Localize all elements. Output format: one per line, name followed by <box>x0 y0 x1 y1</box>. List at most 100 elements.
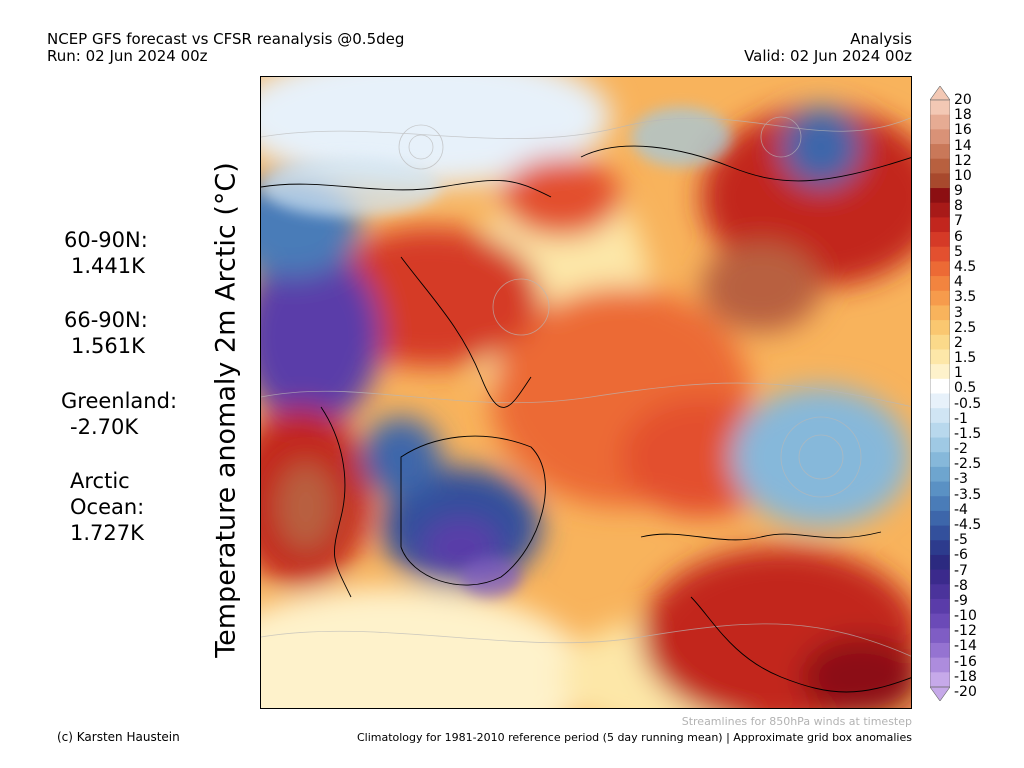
colorbar-swatch <box>930 422 950 438</box>
colorbar-swatch <box>930 452 950 468</box>
stat-60-90n-label: 60-90N: <box>64 228 148 252</box>
colorbar-tick-label: -5 <box>954 532 968 549</box>
colorbar-swatch <box>930 290 950 306</box>
colorbar-tick-label: 12 <box>954 152 972 169</box>
colorbar-swatch <box>930 188 950 204</box>
colorbar-tick-label: 7 <box>954 213 963 230</box>
colorbar-swatch <box>930 466 950 482</box>
colorbar-swatch <box>930 569 950 585</box>
colorbar-tick-label: 3 <box>954 304 963 321</box>
colorbar-swatch <box>930 613 950 629</box>
colorbar-bottom-arrow <box>930 686 950 701</box>
colorbar-swatch <box>930 378 950 394</box>
colorbar-tick-label: 0.5 <box>954 380 977 397</box>
colorbar-tick-label: 4.5 <box>954 258 977 275</box>
chart-title: NCEP GFS forecast vs CFSR reanalysis @0.… <box>47 30 405 48</box>
colorbar-swatch <box>930 598 950 615</box>
analysis-label: Analysis <box>850 30 912 48</box>
colorbar-swatch <box>930 217 950 233</box>
colorbar-tick-label: -12 <box>954 623 977 640</box>
colorbar-tick-label: -4.5 <box>954 517 982 534</box>
stat-arctic-ocean-label-1: Arctic <box>70 469 130 493</box>
credit: (c) Karsten Haustein <box>57 730 180 744</box>
colorbar-swatch <box>930 364 950 380</box>
colorbar-tick-label: 8 <box>954 198 963 215</box>
anomaly-map-svg <box>261 77 911 708</box>
colorbar-swatch <box>930 202 950 218</box>
colorbar-tick-label: 9 <box>954 183 963 200</box>
run-time: Run: 02 Jun 2024 00z <box>47 47 208 65</box>
colorbar-tick-label: -4 <box>954 501 968 518</box>
colorbar-tick-label: -2.5 <box>954 456 982 473</box>
colorbar-swatch <box>930 481 950 497</box>
colorbar-tick-label: 18 <box>954 107 972 124</box>
stat-arctic-ocean-label-2: Ocean: <box>70 495 145 519</box>
stat-60-90n-value: 1.441K <box>71 254 145 278</box>
colorbar-swatch <box>930 100 950 116</box>
colorbar-tick-label: -16 <box>954 653 977 670</box>
colorbar-tick-label: -20 <box>954 684 977 700</box>
colorbar-tick-label: 3.5 <box>954 289 977 306</box>
colorbar-swatch <box>930 129 950 145</box>
climatology-note: Climatology for 1981-2010 reference peri… <box>356 731 912 744</box>
colorbar-swatch <box>930 349 950 365</box>
colorbar-swatch <box>930 158 950 174</box>
stat-greenland-value: -2.70K <box>70 415 139 439</box>
colorbar-swatch <box>930 628 950 644</box>
colorbar-swatch <box>930 408 950 424</box>
colorbar-tick-label: 6 <box>954 228 963 245</box>
colorbar-tick-label: -3.5 <box>954 486 982 503</box>
colorbar-swatch <box>930 276 950 292</box>
colorbar-tick-label: -3 <box>954 471 968 488</box>
colorbar-frame <box>930 99 950 688</box>
colorbar-tick-label: -1 <box>954 410 968 427</box>
colorbar-tick-label: 20 <box>954 92 972 108</box>
anomaly-map <box>260 76 912 709</box>
colorbar-tick-label: -18 <box>954 668 977 685</box>
colorbar-tick-label: 5 <box>954 243 963 260</box>
colorbar-swatch <box>930 114 950 130</box>
colorbar-tick-label: 16 <box>954 122 972 139</box>
colorbar-swatch <box>930 510 950 526</box>
colorbar-swatch <box>930 672 950 688</box>
colorbar-swatch <box>930 642 950 659</box>
colorbar-tick-label: -0.5 <box>954 395 982 412</box>
colorbar-swatch <box>930 437 950 453</box>
streamlines-note: Streamlines for 850hPa winds at timestep <box>681 715 912 728</box>
stat-arctic-ocean-value: 1.727K <box>70 521 144 545</box>
colorbar-swatch <box>930 173 950 189</box>
colorbar-tick-label: 14 <box>954 137 972 154</box>
colorbar-swatch <box>930 334 950 350</box>
colorbar-tick-label: 2.5 <box>954 319 977 336</box>
colorbar-tick-label: -1.5 <box>954 425 982 442</box>
valid-time: Valid: 02 Jun 2024 00z <box>744 47 912 65</box>
colorbar <box>930 86 950 701</box>
colorbar-tick-label: 1 <box>954 365 963 382</box>
stat-66-90n-value: 1.561K <box>71 334 145 358</box>
colorbar-swatch <box>930 525 950 541</box>
colorbar-swatch <box>930 246 950 262</box>
colorbar-swatch <box>930 540 950 556</box>
colorbar-tick-label: -8 <box>954 577 968 594</box>
colorbar-tick-label: -7 <box>954 562 968 579</box>
colorbar-swatch <box>930 496 950 512</box>
colorbar-swatch <box>930 554 950 570</box>
stat-66-90n-label: 66-90N: <box>64 308 148 332</box>
colorbar-swatch <box>930 657 950 673</box>
colorbar-tick-label: -14 <box>954 638 977 655</box>
colorbar-swatch <box>930 305 950 321</box>
colorbar-tick-label: -6 <box>954 547 968 564</box>
colorbar-tick-label: 2 <box>954 334 963 351</box>
colorbar-tick-label: 4 <box>954 274 963 291</box>
colorbar-swatch <box>930 393 950 409</box>
colorbar-swatch <box>930 232 950 248</box>
colorbar-tick-label: -10 <box>954 608 977 625</box>
colorbar-tick-label: -2 <box>954 441 968 458</box>
colorbar-tick-label: 10 <box>954 167 972 184</box>
colorbar-top-arrow <box>930 86 950 101</box>
colorbar-swatch <box>930 261 950 277</box>
stat-greenland-label: Greenland: <box>61 389 178 413</box>
colorbar-swatch <box>930 584 950 600</box>
colorbar-tick-label: -9 <box>954 592 968 609</box>
colorbar-swatch <box>930 320 950 336</box>
